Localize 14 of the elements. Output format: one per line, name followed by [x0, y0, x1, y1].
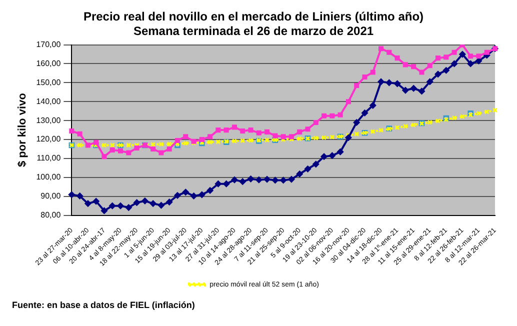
y-axis-title: $ por kilo vivo [16, 92, 29, 168]
y-tick-label: 120,00 [36, 134, 62, 144]
y-tick-label: 130,00 [36, 116, 62, 125]
y-tick-label: 170,00 [36, 40, 62, 50]
y-tick-label: 140,00 [36, 96, 62, 106]
y-tick-label: 160,00 [36, 58, 62, 68]
chart-title: Precio real del novillo en el mercado de Liniers (último año) [83, 10, 424, 24]
y-tick-label: 100,00 [36, 172, 62, 182]
y-tick-label: 90,00 [40, 192, 62, 201]
source-note: Fuente: en base a datos de FIEL (inflación) [12, 300, 196, 310]
chart-subtitle: Semana terminada el 26 de marzo de 2021 [133, 24, 374, 38]
y-tick-label: 110,00 [36, 154, 62, 163]
y-tick-label: 80,00 [40, 210, 62, 220]
y-tick-label: 150,00 [36, 78, 62, 87]
